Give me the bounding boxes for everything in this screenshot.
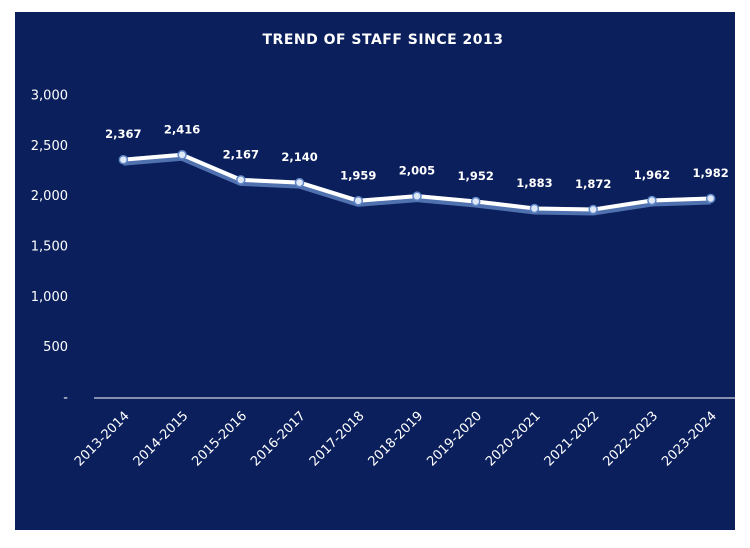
point bbox=[353, 196, 364, 206]
data-label: 2,140 bbox=[281, 150, 317, 164]
y-tick-label: 1,500 bbox=[31, 240, 68, 255]
y-tick-label: 500 bbox=[43, 340, 68, 355]
point bbox=[470, 196, 481, 207]
point bbox=[529, 203, 540, 214]
y-tick-label: 1,000 bbox=[31, 290, 68, 305]
data-label: 2,367 bbox=[105, 127, 141, 141]
data-label: 1,872 bbox=[575, 177, 611, 191]
point bbox=[118, 154, 129, 165]
point bbox=[647, 195, 657, 206]
point bbox=[588, 204, 598, 215]
y-tick-label: 2,000 bbox=[31, 189, 68, 204]
chart-background bbox=[15, 12, 735, 530]
data-label: 2,167 bbox=[223, 147, 259, 161]
data-label: 1,959 bbox=[340, 168, 376, 182]
y-tick-label: - bbox=[63, 391, 68, 406]
point bbox=[236, 175, 246, 185]
point bbox=[177, 150, 187, 160]
point bbox=[412, 191, 422, 201]
data-label: 2,416 bbox=[164, 122, 200, 136]
point bbox=[705, 193, 716, 204]
data-label: 1,962 bbox=[634, 168, 670, 182]
data-label: 2,005 bbox=[399, 164, 435, 178]
chart-title: TREND OF STAFF SINCE 2013 bbox=[262, 32, 503, 48]
y-tick-label: 3,000 bbox=[31, 89, 68, 104]
data-label: 1,952 bbox=[458, 169, 494, 183]
y-tick-label: 2,500 bbox=[31, 139, 68, 154]
data-label: 1,982 bbox=[692, 166, 728, 180]
point bbox=[294, 177, 305, 188]
data-label: 1,883 bbox=[516, 176, 552, 190]
